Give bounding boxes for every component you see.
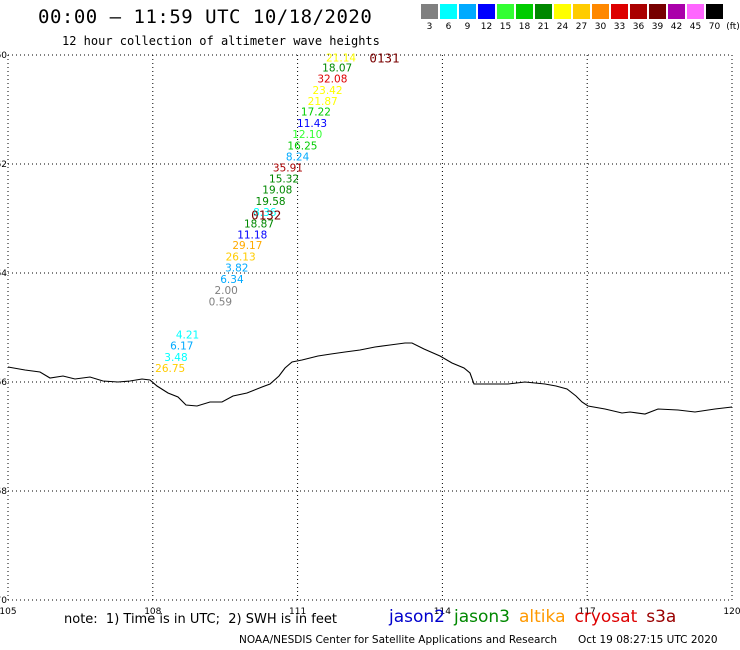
satellite-legend: jason2 jason3 altika cryosat s3a [389, 607, 685, 627]
satellite-legend-item: jason3 [454, 607, 510, 627]
lon-tick-label: 120 [723, 607, 740, 617]
scale-swatch [592, 4, 609, 19]
footer-timestamp: Oct 19 08:27:15 UTC 2020 [578, 634, 718, 646]
scale-swatch [687, 4, 704, 19]
wave-height-value: 4.21 [176, 330, 199, 342]
scale-swatch [706, 4, 723, 19]
wave-height-value: 6.34 [220, 274, 244, 286]
scale-swatch [459, 4, 476, 19]
wave-height-value: 8.36 [253, 207, 277, 219]
lon-tick-label: 108 [144, 607, 161, 617]
pass-time-label: 0131 [369, 51, 399, 66]
wave-height-value: 19.58 [256, 196, 286, 208]
satellite-legend-item: jason2 [389, 607, 445, 627]
wave-height-value: 3.48 [164, 352, 187, 364]
wave-height-value: 3.82 [225, 263, 248, 275]
scale-swatch [497, 4, 514, 19]
scale-label: 12 [480, 22, 493, 32]
lon-tick-label: 105 [0, 607, 17, 617]
scale-swatch [611, 4, 628, 19]
scale-label: 21 [537, 22, 550, 32]
scale-label: 27 [575, 22, 588, 32]
wave-height-value: 15.32 [269, 174, 299, 186]
satellite-legend-item: s3a [646, 607, 677, 627]
scale-label: 9 [464, 22, 471, 32]
wave-height-value: 8.24 [286, 151, 310, 163]
pass-labels: 0131 0132 [251, 51, 399, 223]
wave-height-value: 16.25 [287, 140, 317, 152]
map-grid [7, 54, 733, 601]
wave-height-value: 12.10 [292, 129, 322, 141]
scale-label: 45 [689, 22, 702, 32]
scale-label: 18 [518, 22, 531, 32]
wave-height-value: 0.59 [209, 296, 232, 308]
footer-credit: NOAA/NESDIS Center for Satellite Applica… [239, 634, 557, 646]
pass-time-label: 0132 [251, 208, 281, 223]
scale-swatch [573, 4, 590, 19]
scale-swatch [630, 4, 647, 19]
wave-height-value: 26.13 [226, 252, 256, 264]
wave-height-value: 19.08 [262, 185, 292, 197]
scale-swatch [478, 4, 495, 19]
scale-label: 70 [708, 22, 721, 32]
wave-height-observations: 21.1418.0732.0823.4221.8717.2211.4312.10… [155, 53, 356, 375]
wave-height-value: 11.18 [237, 229, 267, 241]
scale-swatch [535, 4, 552, 19]
lon-tick-label: 114 [434, 607, 451, 617]
scale-swatch [440, 4, 457, 19]
antarctic-coastline [7, 342, 733, 415]
scale-label: 39 [651, 22, 664, 32]
scale-label: 15 [499, 22, 512, 32]
lat-tick-label: -68 [0, 487, 7, 497]
lat-tick-label: -70 [0, 596, 7, 606]
wave-height-value: 35.91 [273, 162, 303, 174]
wave-height-value: 21.14 [326, 53, 356, 65]
lat-tick-label: -64 [0, 269, 7, 279]
scale-swatch [668, 4, 685, 19]
scale-label: 6 [445, 22, 452, 32]
scale-label: 33 [613, 22, 626, 32]
wave-height-value: 18.87 [244, 218, 274, 230]
scale-swatch [649, 4, 666, 19]
scale-label: 3 [426, 22, 433, 32]
satellite-legend-item: altika [519, 607, 566, 627]
wave-height-value: 23.42 [312, 85, 342, 97]
scale-label: 36 [632, 22, 645, 32]
lat-tick-label: -66 [0, 378, 7, 388]
scale-swatch [554, 4, 571, 19]
chart-title: 00:00 – 11:59 UTC 10/18/2020 [38, 6, 373, 28]
lon-tick-label: 117 [579, 607, 596, 617]
lat-tick-label: -60 [0, 51, 7, 61]
wave-height-value: 29.17 [232, 240, 262, 252]
wave-height-value: 2.00 [214, 285, 237, 297]
wave-height-value: 21.87 [308, 96, 338, 108]
axis-tick-labels: 105 108 111 114 117 120 -60 -62 -64 -66 -68 -70 [0, 51, 740, 617]
wave-height-value: 18.07 [322, 63, 352, 75]
scale-label: 42 [670, 22, 683, 32]
wave-height-value: 6.17 [170, 340, 193, 352]
lon-tick-label: 111 [289, 607, 306, 617]
footer-note: note: 1) Time is in UTC; 2) SWH is in fe… [64, 612, 337, 627]
scale-label: 30 [594, 22, 607, 32]
wave-height-value: 17.22 [301, 107, 331, 119]
satellite-legend-item: cryosat [574, 607, 638, 627]
wave-height-value: 11.43 [297, 118, 327, 130]
scale-swatch [421, 4, 438, 19]
scale-unit: (ft) [726, 22, 740, 32]
scale-swatch [516, 4, 533, 19]
wave-height-value: 32.08 [317, 73, 347, 85]
wave-height-value: 26.75 [155, 363, 185, 375]
chart-subtitle: 12 hour collection of altimeter wave hei… [62, 34, 380, 48]
lat-tick-label: -62 [0, 160, 7, 170]
scale-label: 24 [556, 22, 569, 32]
